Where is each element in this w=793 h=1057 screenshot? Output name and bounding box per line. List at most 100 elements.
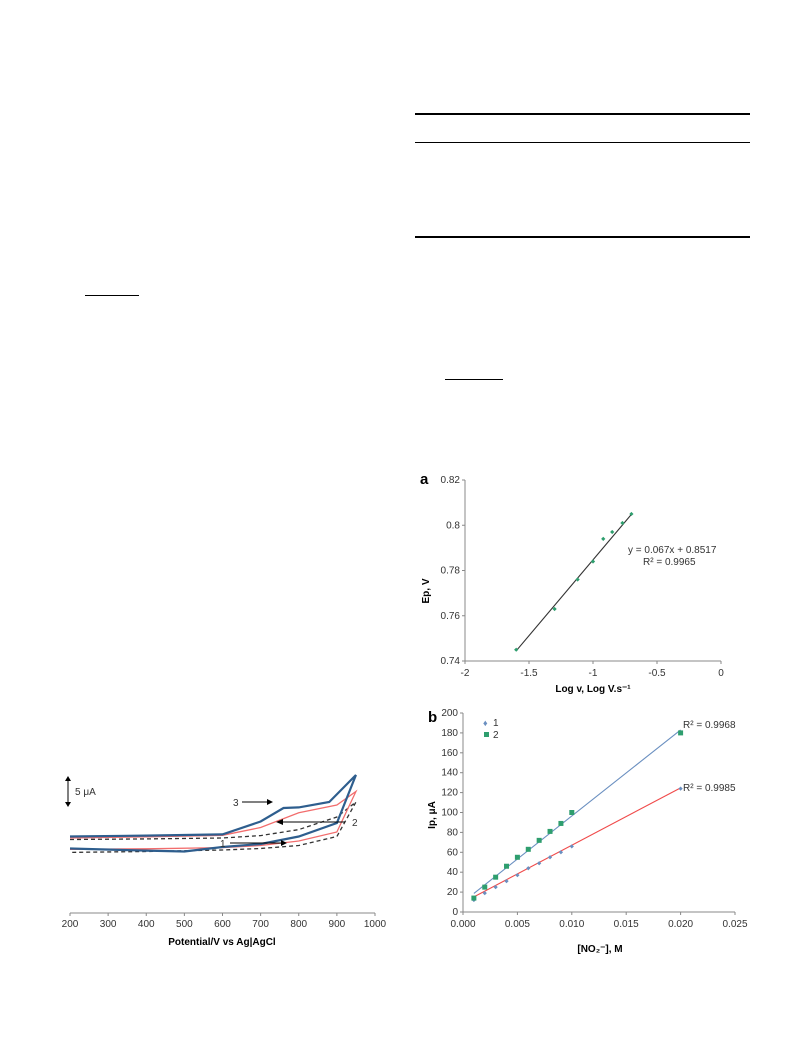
cv-curve-1 <box>69 801 357 854</box>
chart-a-equation: y = 0.067x + 0.8517 <box>628 545 717 556</box>
chart-b-x-tick-label: 0.015 <box>614 919 639 930</box>
chart-b-y-tick-label: 0 <box>452 907 458 918</box>
chart-a-y-tick-label: 0.82 <box>441 475 461 486</box>
cv-x-tick-label: 300 <box>100 919 117 930</box>
chart-b-y-tick-label: 100 <box>441 808 458 819</box>
chart-b-point-series1 <box>504 879 509 884</box>
chart-b-x-label: [NO₂⁻], M <box>577 944 622 955</box>
cv-x-tick-label: 700 <box>252 919 269 930</box>
cv-x-tick-label: 1000 <box>364 919 387 930</box>
chart-b-point-series2 <box>471 895 477 901</box>
legend-label-1: 1 <box>493 718 499 729</box>
svg-text:1: 1 <box>220 839 226 850</box>
chart-a-point <box>601 536 606 541</box>
chart-b-point-series2 <box>547 828 553 834</box>
chart-b-point-series2 <box>678 730 684 736</box>
chart-b-y-tick-label: 140 <box>441 768 458 779</box>
chart-b-x-tick-label: 0.010 <box>559 919 584 930</box>
panel-label-a: a <box>420 471 429 488</box>
chart-a-x-tick-label: 0 <box>718 668 724 679</box>
chart-b-fit-line-1 <box>473 787 681 898</box>
chart-b-point-series2 <box>558 820 564 826</box>
chart-a-y-tick-label: 0.78 <box>441 566 461 577</box>
chart-a-fit-line <box>515 514 632 652</box>
chart-b-point-series2 <box>525 846 531 852</box>
chart-a-r2: R² = 0.9965 <box>643 557 696 568</box>
cv-label-2: 2 <box>276 818 358 829</box>
table-bottom-rule <box>415 236 750 238</box>
panel-label-b: b <box>428 709 437 726</box>
cv-label-3: 3 <box>233 798 273 809</box>
chart-b: b 0 20 40 60 80 100 120 140 160 180 200 0.000 0.005 0… <box>427 708 748 955</box>
cv-x-tick-label: 900 <box>329 919 346 930</box>
fraction-bar-left <box>85 295 139 296</box>
chart-b-x-tick-label: 0.020 <box>668 919 693 930</box>
chart-b-y-tick-label: 120 <box>441 788 458 799</box>
chart-b-y-label: Ip, μA <box>427 801 438 829</box>
chart-b-x-tick-label: 0.000 <box>450 919 475 930</box>
cv-x-tick-label: 500 <box>176 919 193 930</box>
cv-x-tick-label: 400 <box>138 919 155 930</box>
chart-a-y-label: Ep, V <box>421 578 432 603</box>
chart-a-x-tick-label: -0.5 <box>648 668 666 679</box>
chart-a-y-tick-label: 0.8 <box>446 520 460 531</box>
fraction-bar-right <box>445 379 503 380</box>
chart-b-y-tick-label: 200 <box>441 708 458 719</box>
chart-a-y-tick-label: 0.76 <box>441 611 461 622</box>
chart-b-y-tick-label: 160 <box>441 748 458 759</box>
chart-b-y-tick-label: 20 <box>447 887 459 898</box>
chart-a: a 0.74 0.76 0.78 0.8 0.82 -2 -1.5 -1 -0.5 0 Ep, V… <box>420 471 724 695</box>
cv-x-axis: 200 300 400 500 600 700 800 900 1000 <box>62 912 387 930</box>
chart-b-point-series1 <box>515 873 520 878</box>
table-top-rule <box>415 113 750 115</box>
cv-chart: 200 300 400 500 600 700 800 900 1000 Potential/V… <box>62 774 387 948</box>
legend-label-2: 2 <box>493 730 499 741</box>
chart-a-x-tick-label: -1 <box>589 668 598 679</box>
chart-b-y-tick-label: 180 <box>441 728 458 739</box>
chart-b-point-series1 <box>537 861 542 866</box>
chart-b-legend: ♦ 1 2 <box>483 718 499 741</box>
chart-a-x-label: Log v, Log V.s⁻¹ <box>555 684 631 695</box>
chart-b-y-tick-label: 40 <box>447 867 459 878</box>
chart-b-fit-line-2 <box>473 729 681 894</box>
chart-b-point-series2 <box>569 810 575 815</box>
chart-a-point <box>575 577 580 582</box>
legend-marker-1: ♦ <box>483 718 488 728</box>
cv-x-tick-label: 200 <box>62 919 79 930</box>
chart-b-r2-series1: R² = 0.9985 <box>683 783 736 794</box>
chart-a-point <box>610 529 615 535</box>
chart-a-point <box>552 606 557 612</box>
chart-b-point-series2 <box>482 884 488 890</box>
chart-a-x-tick-label: -2 <box>461 668 470 679</box>
chart-b-y-tick-label: 60 <box>447 847 459 858</box>
chart-b-point-series1 <box>678 786 683 791</box>
chart-b-x-tick-label: 0.005 <box>505 919 530 930</box>
chart-b-r2-series2: R² = 0.9968 <box>683 720 736 731</box>
chart-a-point <box>629 511 634 517</box>
cv-x-axis-label: Potential/V vs Ag|AgCl <box>168 937 276 948</box>
chart-b-point-series2 <box>493 874 499 880</box>
table-header-rule <box>415 142 750 143</box>
chart-b-point-series1 <box>493 885 498 890</box>
cv-curve-3 <box>69 774 357 853</box>
chart-b-point-series1 <box>547 855 553 860</box>
chart-b-point-series2 <box>504 863 510 869</box>
chart-a-point <box>514 647 519 652</box>
cv-label-1: 1 <box>220 839 287 850</box>
cv-x-tick-label: 600 <box>214 919 231 930</box>
cv-scale-bar: 5 μA <box>65 776 96 807</box>
chart-b-point-series1 <box>526 866 531 871</box>
chart-a-point <box>620 520 625 526</box>
legend-marker-2 <box>484 732 489 737</box>
chart-a-y-tick-label: 0.74 <box>441 656 461 667</box>
chart-b-y-tick-label: 80 <box>447 827 459 838</box>
svg-text:2: 2 <box>352 818 358 829</box>
chart-a-point <box>590 559 596 564</box>
cv-x-tick-label: 800 <box>290 919 307 930</box>
chart-b-point-series2 <box>536 837 542 843</box>
chart-a-x-tick-label: -1.5 <box>520 668 538 679</box>
svg-text:3: 3 <box>233 798 239 809</box>
chart-b-point-series2 <box>514 854 520 860</box>
chart-b-x-tick-label: 0.025 <box>722 919 747 930</box>
cv-curve-2 <box>69 789 358 851</box>
